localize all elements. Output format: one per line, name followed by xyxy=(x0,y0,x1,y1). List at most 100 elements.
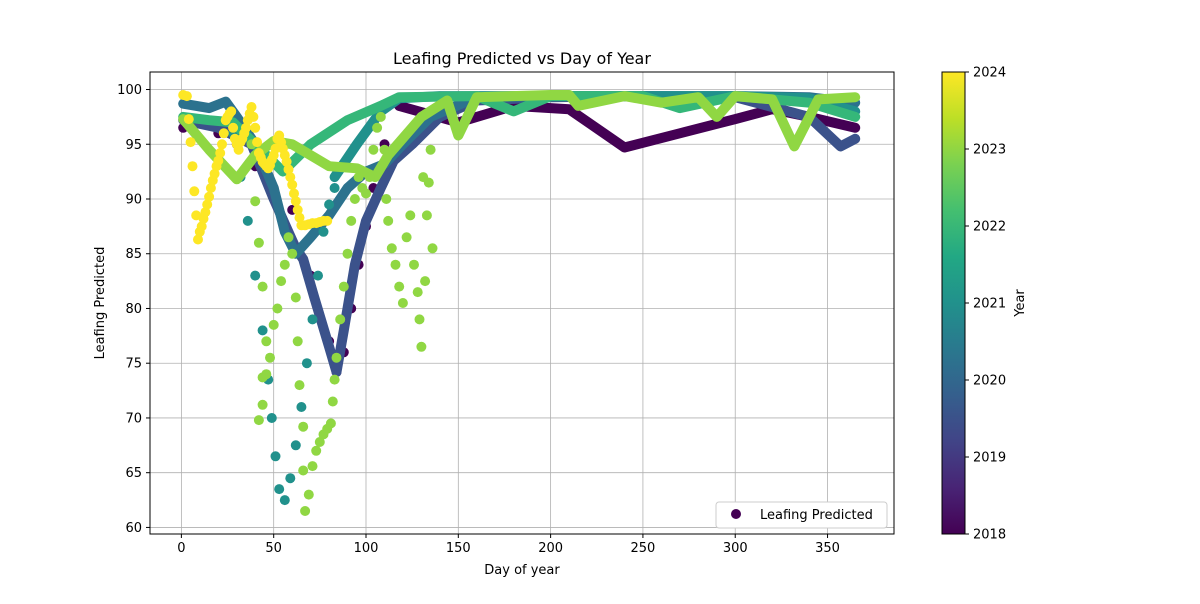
data-point-2023 xyxy=(290,292,301,303)
data-point-2023 xyxy=(375,111,386,122)
x-tick-label: 350 xyxy=(815,541,840,556)
data-point-2021 xyxy=(250,270,261,281)
data-point-2023 xyxy=(386,243,397,254)
x-tick-label: 50 xyxy=(265,541,282,556)
data-point-2023 xyxy=(364,172,375,183)
data-point-2023 xyxy=(292,336,303,347)
data-point-2021 xyxy=(279,495,290,506)
data-point-2021 xyxy=(329,183,340,193)
data-point-2023 xyxy=(253,415,264,426)
data-point-2024 xyxy=(200,207,211,218)
data-point-2023 xyxy=(381,194,392,204)
y-tick-label: 90 xyxy=(125,192,142,207)
data-point-2023 xyxy=(349,194,360,204)
colorbar-gradient xyxy=(941,71,966,535)
data-point-2023 xyxy=(325,418,336,429)
data-point-2023 xyxy=(276,276,287,287)
data-point-2023 xyxy=(383,215,394,226)
data-point-2023 xyxy=(423,177,434,188)
x-tick-label: 200 xyxy=(538,541,563,556)
data-point-2021 xyxy=(274,484,285,495)
data-point-2023 xyxy=(261,336,272,347)
data-point-2024 xyxy=(270,143,281,154)
data-point-2023 xyxy=(421,210,432,221)
data-point-2024 xyxy=(289,188,299,199)
colorbar-tick-label: 2019 xyxy=(973,451,1006,466)
data-point-2023 xyxy=(416,341,427,352)
legend: Leafing Predicted xyxy=(715,501,888,529)
colorbar-tick-label: 2024 xyxy=(973,66,1006,81)
data-point-2023 xyxy=(372,122,383,133)
data-point-2023 xyxy=(409,259,419,270)
x-tick-label: 100 xyxy=(354,541,379,556)
data-point-2024 xyxy=(181,91,192,102)
y-tick-label: 100 xyxy=(117,83,142,98)
data-point-2024 xyxy=(246,102,257,112)
data-point-2023 xyxy=(261,369,272,380)
data-point-2024 xyxy=(202,199,213,210)
data-point-2023 xyxy=(412,287,423,298)
series-2024 xyxy=(178,90,333,245)
y-tick-label: 95 xyxy=(125,138,142,153)
x-tick-label: 0 xyxy=(177,541,185,556)
data-point-2023 xyxy=(379,144,390,155)
data-point-2023 xyxy=(257,399,268,410)
colorbar-tick-label: 2022 xyxy=(973,220,1006,235)
data-point-2024 xyxy=(241,122,251,133)
data-point-2023 xyxy=(314,437,325,447)
y-tick-label: 60 xyxy=(125,521,142,536)
data-point-2023 xyxy=(361,188,371,199)
data-point-2021 xyxy=(324,199,335,210)
x-axis-label: Day of year xyxy=(484,563,560,578)
data-point-2021 xyxy=(307,314,318,325)
data-point-2021 xyxy=(270,451,281,462)
data-point-2023 xyxy=(425,144,436,155)
data-point-2023 xyxy=(265,352,275,363)
data-point-2024 xyxy=(217,139,227,150)
data-point-2023 xyxy=(298,465,309,476)
colorbar-tick-label: 2023 xyxy=(973,143,1006,158)
data-point-2023 xyxy=(353,172,364,183)
legend-label: Leafing Predicted xyxy=(760,508,873,523)
plot-frame xyxy=(149,71,895,535)
x-tick-label: 150 xyxy=(446,541,471,556)
data-point-2024 xyxy=(209,168,220,179)
data-point-2024 xyxy=(213,155,224,166)
data-point-2024 xyxy=(287,179,298,190)
data-point-2023 xyxy=(397,298,408,308)
data-point-2024 xyxy=(218,128,229,139)
x-tick-label: 300 xyxy=(723,541,748,556)
data-point-2023 xyxy=(342,248,353,259)
data-point-2024 xyxy=(228,122,239,133)
data-point-2024 xyxy=(322,215,333,226)
data-point-2024 xyxy=(248,111,259,122)
data-point-2024 xyxy=(250,122,261,133)
data-point-2023 xyxy=(294,380,305,391)
data-point-2021 xyxy=(290,440,301,451)
data-point-2023 xyxy=(268,319,279,330)
data-point-2024 xyxy=(285,172,296,183)
legend-marker xyxy=(731,509,741,519)
data-point-2024 xyxy=(205,183,216,193)
data-point-2023 xyxy=(420,276,431,287)
data-point-2024 xyxy=(183,114,194,125)
colorbar-tick-label: 2020 xyxy=(973,374,1006,389)
data-point-2023 xyxy=(287,248,298,259)
colorbar-tick-label: 2018 xyxy=(973,528,1006,543)
data-point-2024 xyxy=(215,148,226,158)
data-point-2023 xyxy=(250,196,261,207)
data-point-2021 xyxy=(318,226,329,237)
data-point-2021 xyxy=(301,358,312,369)
data-point-2023 xyxy=(300,506,311,516)
data-point-2023 xyxy=(279,259,290,270)
x-tick-label: 250 xyxy=(631,541,656,556)
data-point-2023 xyxy=(298,421,309,432)
data-point-2024 xyxy=(252,137,263,148)
data-point-2023 xyxy=(368,144,379,155)
data-point-2023 xyxy=(307,461,318,472)
y-tick-label: 85 xyxy=(125,247,142,262)
data-point-2024 xyxy=(233,144,244,155)
data-point-2021 xyxy=(285,473,296,484)
